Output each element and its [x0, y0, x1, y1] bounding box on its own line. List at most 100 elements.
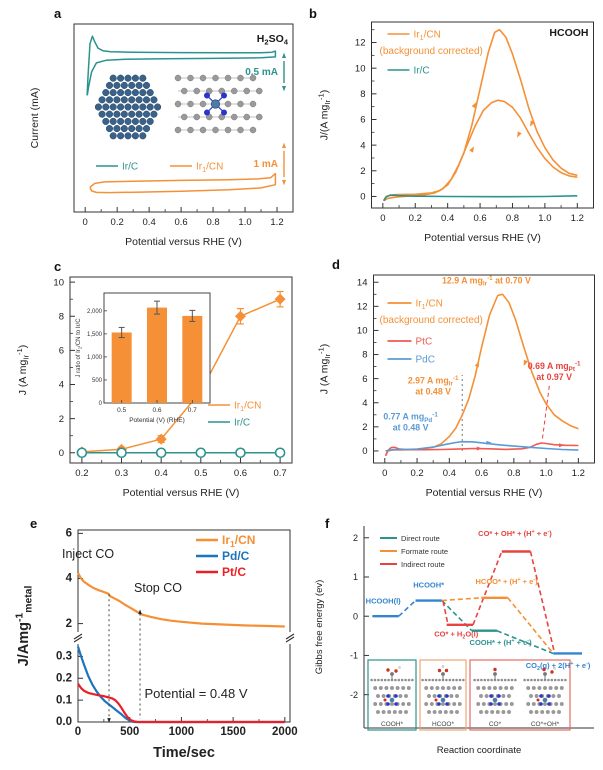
carbon-atom — [406, 702, 411, 706]
carbon-atom — [398, 710, 403, 714]
panel-b-chart: 0 0.2 0.4 0.6 0.8 1.0 1.2 0 2 4 6 8 10 12 Potential ve… — [317, 21, 594, 244]
oxygen-atom — [542, 667, 546, 672]
level-label-COOH: CO* + OH* + (H+ + e-) — [478, 529, 552, 538]
lattice-atom — [560, 678, 564, 682]
x-tick-label: 1.2 — [571, 213, 584, 224]
direction-arrow — [138, 609, 142, 615]
route-connector-0 — [398, 599, 417, 617]
nitrogen-atom — [204, 92, 210, 99]
metal-atom — [139, 132, 147, 140]
x-axis-label: Potential versus RHE (V) — [125, 236, 242, 248]
carbon-atom — [479, 710, 483, 714]
oxygen-atom — [437, 668, 442, 673]
x-tick-label: 0.5 — [194, 468, 207, 479]
carbon-atom — [441, 702, 445, 706]
inset-x-axis-label: Potential (V) (RHE) — [129, 417, 185, 424]
lattice-atom — [407, 678, 411, 682]
carbon-atom — [432, 710, 437, 714]
carbon-atom — [199, 126, 207, 134]
carbon-atom — [498, 686, 503, 690]
direction-arrow — [476, 446, 483, 451]
carbon-atom — [543, 672, 547, 676]
x-axis-label: Time/sec — [153, 745, 215, 761]
series-path-2 — [385, 440, 579, 452]
annotation-2: 0.77 A mgPd-1 — [383, 411, 438, 424]
metal-atom — [142, 125, 151, 133]
metal-atom — [109, 103, 117, 111]
carbon-atom — [187, 126, 194, 134]
x-tick-label: 0.7 — [273, 468, 286, 479]
nitrogen-atom — [394, 702, 398, 706]
carbon-atom — [231, 113, 238, 121]
carbon-atom — [398, 694, 403, 698]
nitrogen-atom — [394, 694, 398, 698]
y-tick-label: 4 — [59, 380, 64, 391]
nitrogen-atom — [539, 694, 543, 698]
structure-frame — [419, 659, 467, 731]
carbon-atom — [509, 702, 514, 706]
carbon-atom — [381, 694, 386, 698]
panel-d: d 0 0.2 0.4 0.6 0.8 1.0 1.2 0 2 4 6 8 10 12 14 Potentia… — [300, 255, 603, 510]
open-circle-marker — [155, 447, 167, 459]
metal-atom — [142, 96, 151, 104]
route-connector-4 — [507, 597, 554, 654]
metal-atom — [150, 110, 158, 118]
carbon-atom — [199, 100, 207, 108]
direction-arrow — [523, 359, 528, 367]
axis-break-mark — [285, 633, 295, 640]
y-tick-label: 0.0 — [56, 716, 72, 728]
metal-atom — [102, 89, 110, 97]
carbon-atom — [237, 100, 244, 108]
lattice-atom — [462, 678, 465, 682]
reactant-label: HCOOH — [549, 27, 588, 39]
series-ir1cn-line — [81, 298, 281, 453]
carbon-atom — [424, 702, 429, 706]
x-tick-label: 0.6 — [475, 468, 488, 479]
inset-y-tick-label: 0 — [99, 401, 103, 407]
carbon-atom — [452, 702, 457, 706]
carbon-atom — [193, 87, 200, 95]
y-axis-label: J (A mgIr-1) — [317, 344, 333, 395]
metal-atom — [120, 96, 128, 104]
panel-a: a 0 0.2 0.4 0.6 0.8 1.0 1.2 Potential versus RH… — [0, 0, 300, 255]
x-tick-label: 0.4 — [441, 213, 454, 224]
metal-atom — [105, 81, 114, 89]
panel-letter-e: e — [30, 516, 38, 531]
series-ptc — [77, 683, 285, 724]
panel-b: b 0 0.2 0.4 0.6 0.8 1.0 1.2 0 2 4 6 8 10 12 Potential … — [300, 0, 603, 255]
x-tick-label: 0.4 — [155, 468, 168, 479]
carbon-atom — [376, 710, 380, 714]
direction-arrow — [282, 86, 286, 92]
y-axis-label: J/(A mgIr-1) — [317, 90, 333, 141]
carbon-atom — [187, 100, 194, 108]
series-ir1cn-cv — [89, 172, 277, 194]
iridium-atom — [542, 697, 548, 703]
metal-atom — [109, 117, 117, 125]
direction-arrow — [517, 131, 522, 138]
metal-atom — [142, 110, 151, 118]
structure-label-0: COOH* — [381, 721, 404, 728]
carbon-atom — [452, 686, 457, 690]
x-tick-label: 0 — [83, 217, 88, 228]
carbon-atom — [534, 710, 539, 714]
route-connector-5 — [442, 601, 449, 625]
carbon-atom — [237, 74, 244, 82]
nitrogen-atom — [539, 702, 543, 706]
legend-label-2: Indirect route — [401, 560, 445, 569]
metal-atom — [146, 117, 154, 125]
carbon-atom — [441, 672, 445, 676]
metal-atom — [120, 81, 128, 89]
y-axis-label: J (A mgIr-1) — [15, 345, 31, 396]
series-path-0 — [383, 28, 578, 201]
metal-atom — [117, 103, 125, 111]
scale-bar-label: 1 mA — [254, 159, 278, 170]
oxygen-atom — [386, 668, 390, 672]
nitrogen-atom — [489, 694, 493, 698]
x-tick-label: 0.8 — [507, 468, 520, 479]
carbon-atom — [224, 126, 232, 134]
lattice-atom — [473, 678, 476, 682]
nanoparticle-model — [94, 74, 162, 140]
iridium-atom — [389, 697, 395, 703]
x-tick-label: 0.2 — [409, 213, 422, 224]
carbon-atom — [457, 686, 462, 690]
